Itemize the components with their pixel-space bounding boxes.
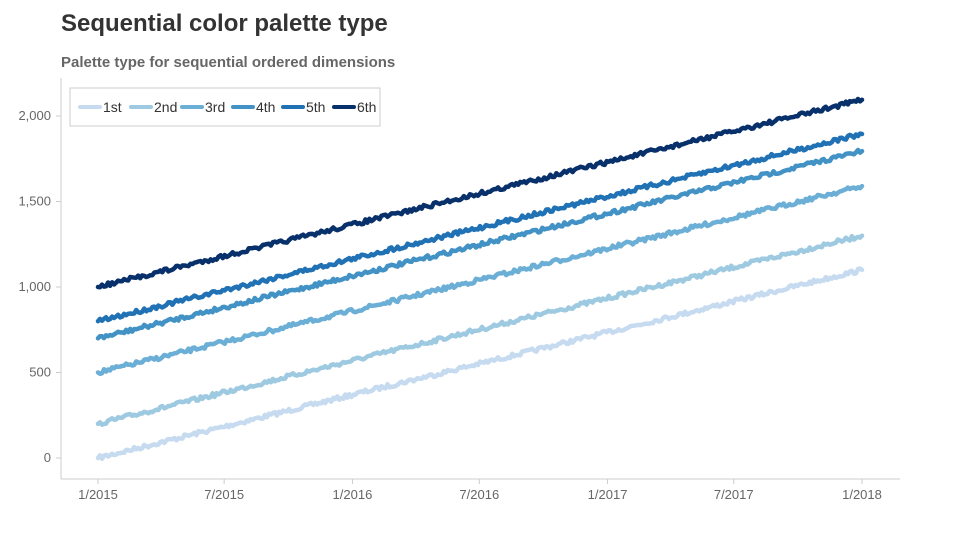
x-tick-label: 7/2016: [459, 487, 499, 502]
legend-label-1st: 1st: [103, 99, 122, 115]
legend-box: [69, 87, 381, 127]
x-tick-label: 1/2018: [842, 487, 882, 502]
chart-title: Sequential color palette type: [61, 10, 388, 37]
legend-label-2nd: 2nd: [154, 99, 177, 115]
legend-label-4th: 4th: [256, 99, 275, 115]
y-tick-label: 1,500: [18, 194, 51, 209]
x-tick-label: 7/2017: [714, 487, 754, 502]
series-line-3rd: [95, 183, 865, 377]
x-tick-label: 7/2015: [204, 487, 244, 502]
x-tick-label: 1/2016: [333, 487, 373, 502]
series-line-6th: [95, 96, 865, 290]
axes: 0 500 1,000 1,500 2,000 1/2015 7/2015 1/2016 7/2…: [18, 78, 900, 502]
y-tick-label: 2,000: [18, 108, 51, 123]
legend: 1st 2nd 3rd 4th 5th 6th: [69, 87, 381, 127]
series-line-2nd: [95, 233, 865, 427]
series-line-5th: [95, 131, 865, 324]
series-line-4th: [95, 147, 865, 341]
series-line-1st: [95, 266, 865, 462]
x-tick-label: 1/2017: [588, 487, 628, 502]
y-tick-label: 500: [29, 365, 51, 380]
series-lines: [95, 96, 865, 462]
x-tick-label: 1/2015: [78, 487, 118, 502]
legend-label-6th: 6th: [357, 99, 376, 115]
y-tick-label: 0: [44, 450, 51, 465]
y-tick-label: 1,000: [18, 279, 51, 294]
chart-subtitle: Palette type for sequential ordered dime…: [61, 54, 396, 71]
legend-label-5th: 5th: [306, 99, 325, 115]
legend-label-3rd: 3rd: [205, 99, 225, 115]
